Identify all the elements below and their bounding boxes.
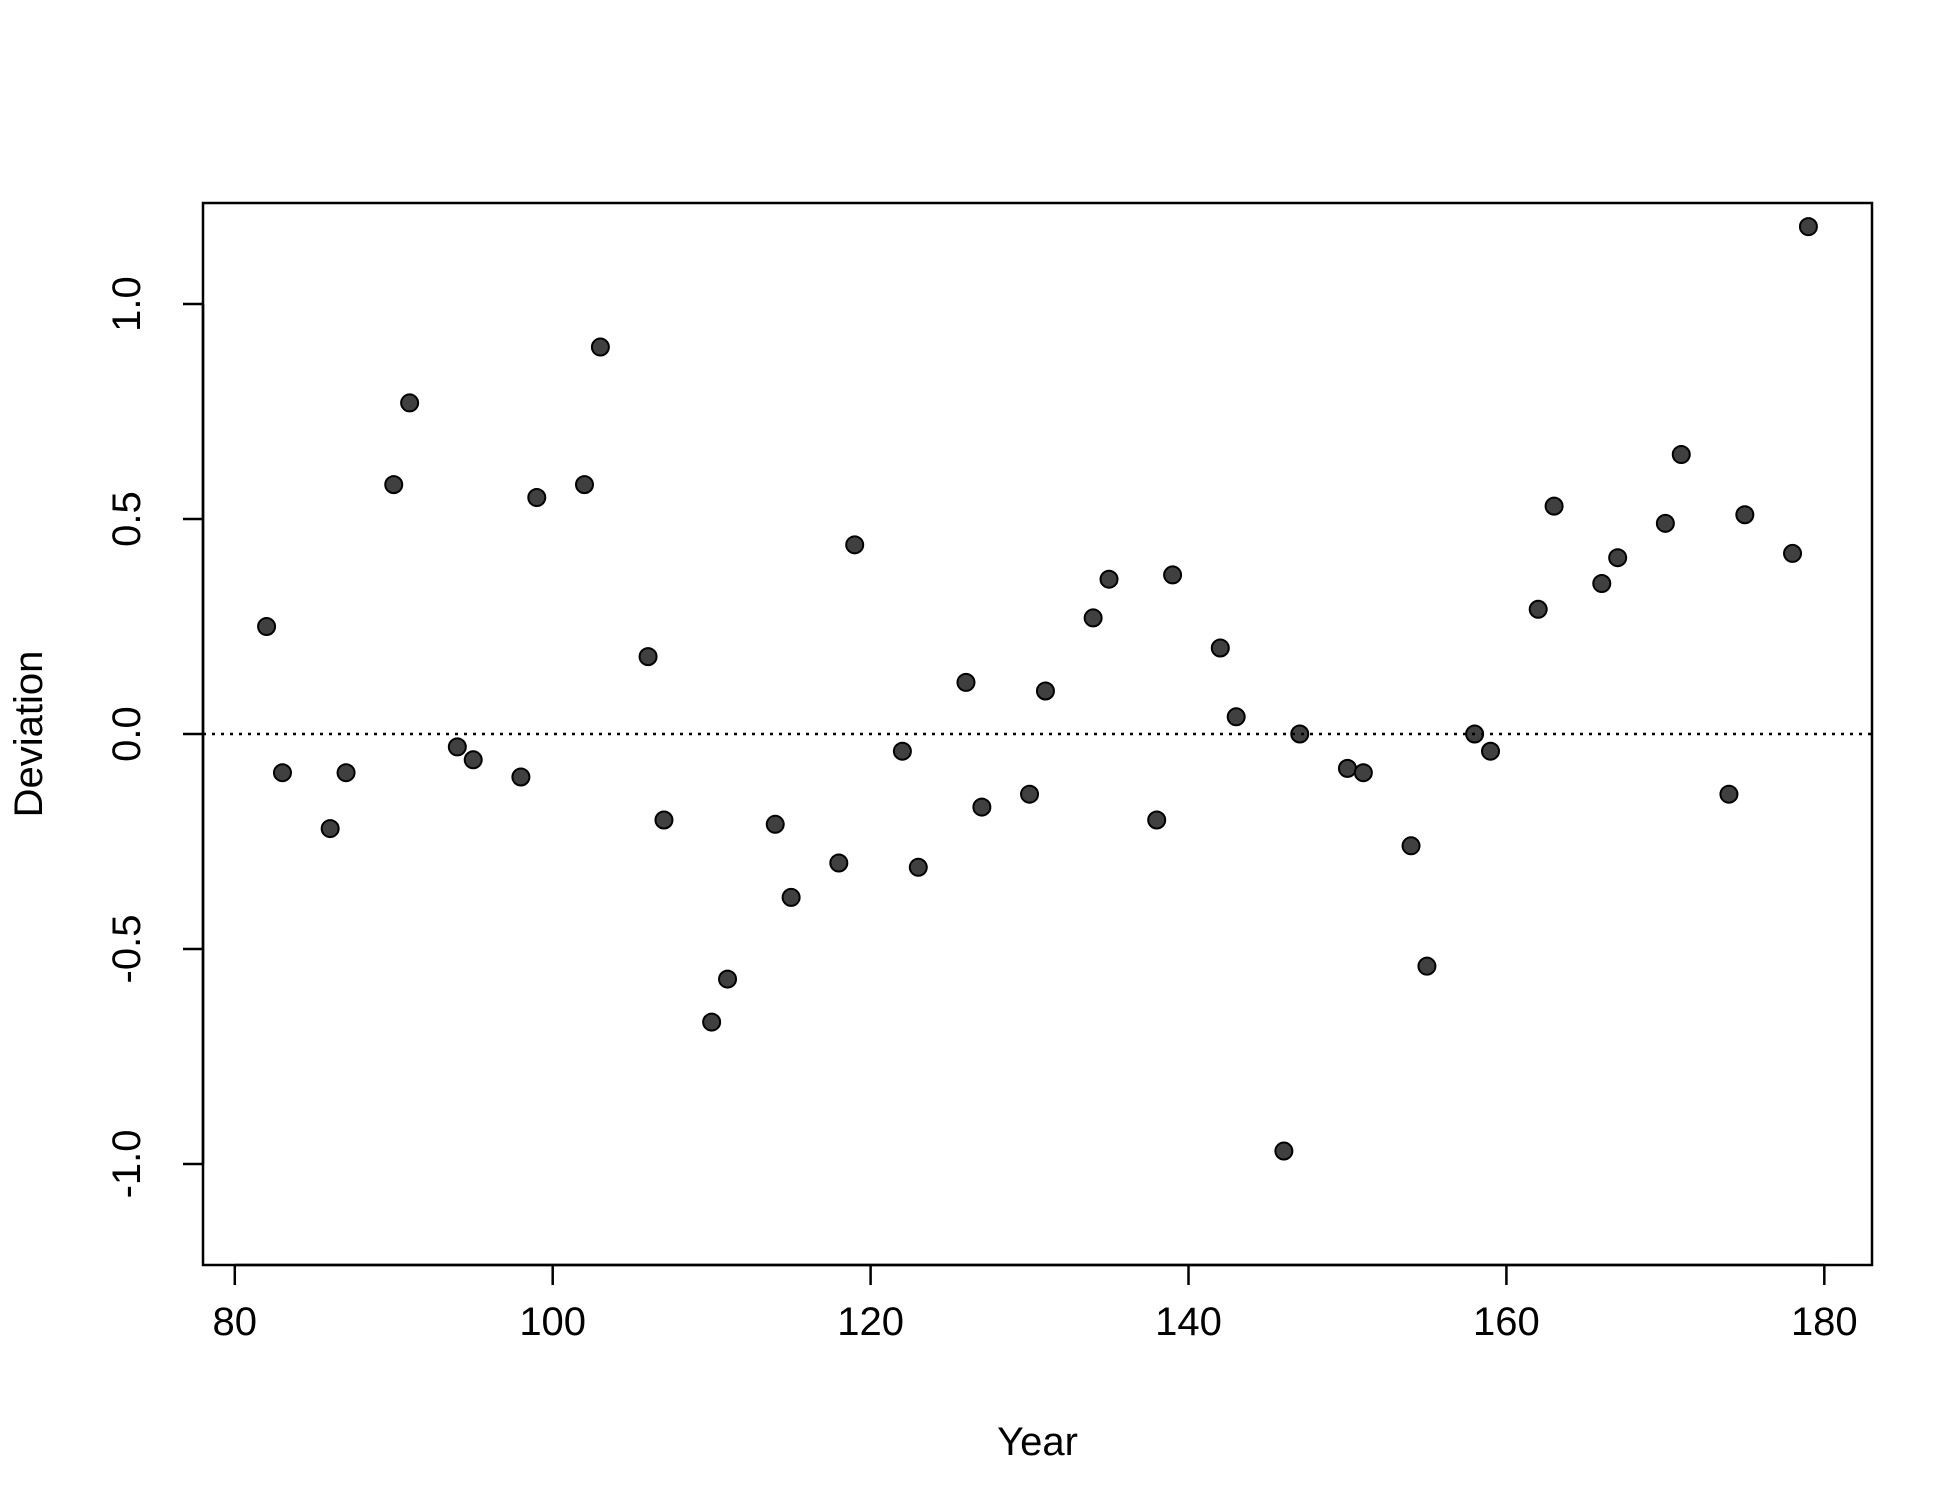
data-point [1608,548,1628,568]
data-point [829,853,849,873]
y-tick-label: -0.5 [105,915,149,984]
data-point [1719,784,1739,804]
x-tick-label: 160 [1473,1300,1540,1344]
data-point [1783,543,1803,563]
data-point [1099,569,1119,589]
data-point [384,475,404,495]
data-point [574,475,594,495]
data-point [1226,707,1246,727]
y-axis: -1.0 -0.5 0.0 0.5 1.0 [105,276,205,1198]
data-point [463,750,483,770]
data-point [590,337,610,357]
data-point [527,488,547,508]
data-point [1210,638,1230,658]
data-point [1528,599,1548,619]
y-tick-label: 0.0 [105,706,149,762]
y-tick-label: 1.0 [105,276,149,332]
data-point [702,1012,722,1032]
x-tick-label: 120 [837,1300,904,1344]
data-point [972,797,992,817]
data-point [447,737,467,757]
data-point [1163,565,1183,585]
x-tick-label: 180 [1791,1300,1858,1344]
data-point [1020,784,1040,804]
y-tick-label: -1.0 [105,1129,149,1198]
data-point [257,617,277,637]
data-point [1337,758,1357,778]
data-point [1401,836,1421,856]
data-point [1353,763,1373,783]
data-point [1655,513,1675,533]
data-point [1417,956,1437,976]
data-point [765,814,785,834]
x-axis-label: Year [997,1420,1078,1464]
data-point [1735,505,1755,525]
data-point [1481,741,1501,761]
data-point [1035,681,1055,701]
data-point [892,741,912,761]
data-point [1544,496,1564,516]
data-point [1083,608,1103,628]
data-point [956,672,976,692]
plot-frame [201,201,1874,1267]
data-point [1798,217,1818,237]
data-point [1274,1141,1294,1161]
data-point [908,857,928,877]
x-tick-label: 100 [519,1300,586,1344]
data-point [1671,445,1691,465]
data-points [257,217,1818,1161]
data-point [511,767,531,787]
data-point [845,535,865,555]
data-point [718,969,738,989]
x-tick-label: 80 [213,1300,258,1344]
data-point [1147,810,1167,830]
data-point [320,819,340,839]
data-point [781,887,801,907]
data-point [272,763,292,783]
data-point [336,763,356,783]
x-tick-label: 140 [1155,1300,1222,1344]
data-point [400,393,420,413]
data-point [638,647,658,667]
y-tick-label: 0.5 [105,491,149,547]
data-point [654,810,674,830]
data-point [1592,574,1612,594]
x-axis: 80 100 120 140 160 180 [213,1263,1858,1344]
y-axis-label: Deviation [7,651,51,818]
data-point [1290,724,1310,744]
